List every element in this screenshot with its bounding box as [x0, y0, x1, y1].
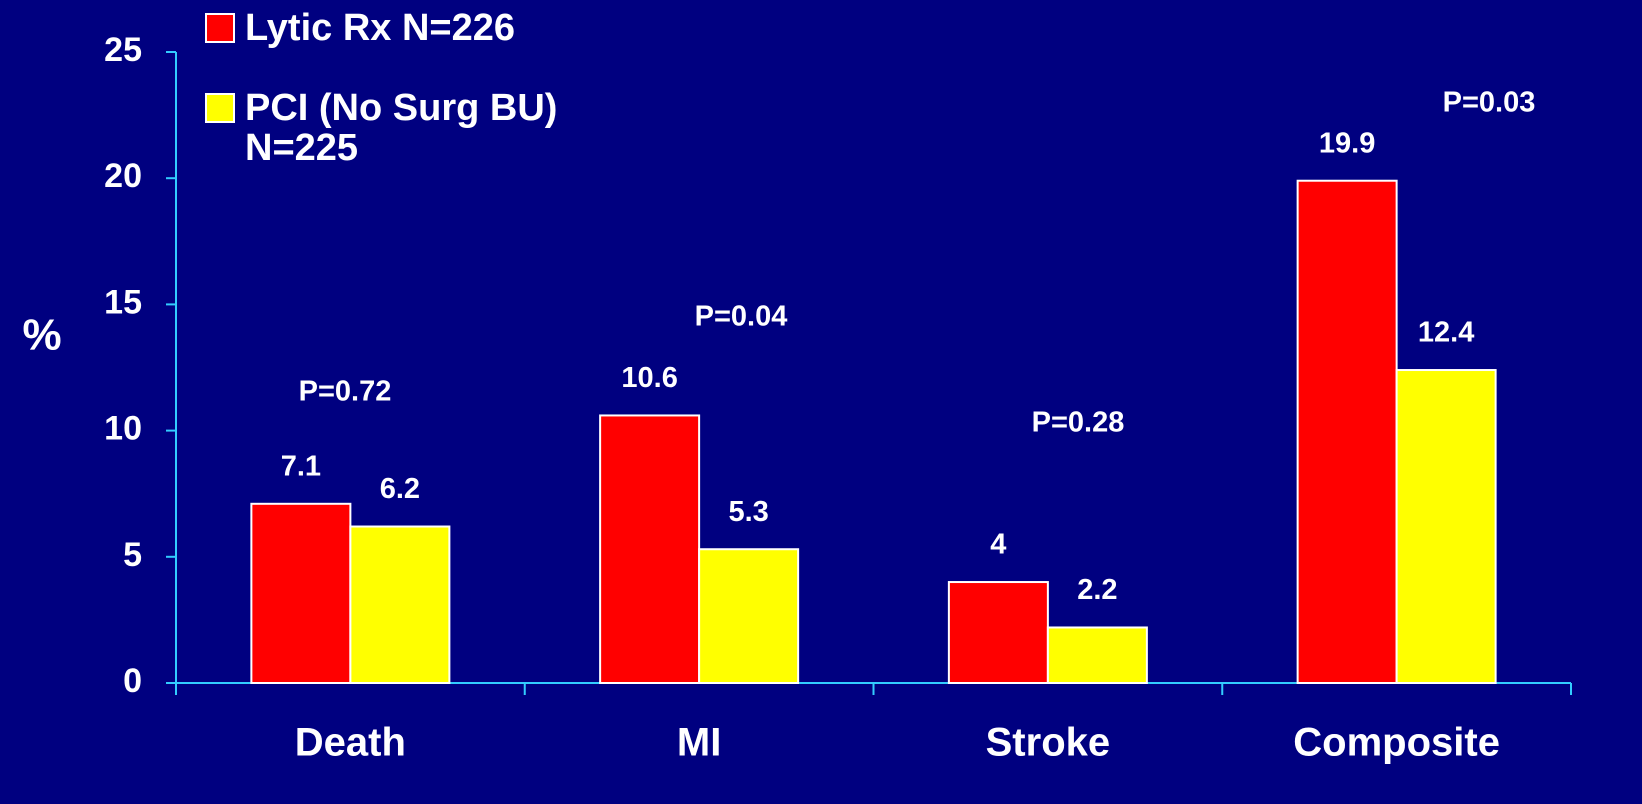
- value-label: 19.9: [1319, 127, 1375, 159]
- legend-item: Lytic Rx N=226: [205, 8, 635, 48]
- legend-swatch: [205, 93, 235, 123]
- bar: [1395, 369, 1497, 684]
- legend-label: Lytic Rx N=226: [245, 7, 516, 49]
- value-label: 10.6: [621, 362, 677, 394]
- y-axis-label: %: [22, 311, 61, 360]
- value-label: 2.2: [1077, 574, 1117, 606]
- legend-swatch: [205, 13, 235, 43]
- bar: [1046, 626, 1148, 684]
- legend-label: PCI (No Surg BU) N=225: [245, 87, 558, 169]
- bar: [599, 414, 701, 684]
- x-tick-label: Composite: [1293, 721, 1500, 765]
- x-tick-label: Death: [295, 721, 406, 765]
- y-tick-label: 15: [104, 283, 142, 321]
- y-tick-label: 25: [104, 31, 142, 69]
- x-tick-label: MI: [677, 721, 721, 765]
- legend: Lytic Rx N=226 PCI (No Surg BU) N=225: [205, 8, 635, 208]
- bar: [698, 548, 800, 685]
- y-tick-label: 20: [104, 157, 142, 195]
- y-tick-label: 10: [104, 410, 142, 448]
- annotation: P=0.03: [1443, 87, 1536, 119]
- bar: [1296, 179, 1398, 684]
- annotation: P=0.04: [695, 301, 788, 333]
- x-tick-label: Stroke: [986, 721, 1111, 765]
- y-tick-label: 0: [123, 662, 142, 700]
- bar: [250, 502, 352, 684]
- annotation: P=0.72: [299, 376, 392, 408]
- value-label: 5.3: [728, 496, 768, 528]
- value-label: 4: [990, 529, 1006, 561]
- value-label: 6.2: [380, 473, 420, 505]
- annotation: P=0.28: [1032, 407, 1125, 439]
- y-tick-label: 5: [123, 536, 142, 574]
- legend-item: PCI (No Surg BU) N=225: [205, 88, 635, 168]
- value-label: 12.4: [1418, 317, 1474, 349]
- value-label: 7.1: [281, 450, 321, 482]
- bar: [349, 525, 451, 685]
- bar: [947, 581, 1049, 684]
